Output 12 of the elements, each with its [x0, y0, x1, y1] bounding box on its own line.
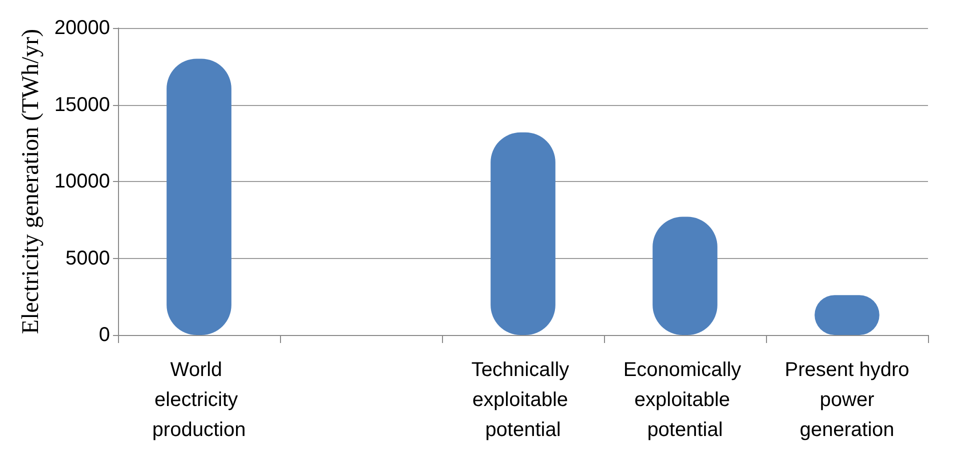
y-tick-label: 5000 [66, 247, 110, 270]
y-tick-label: 10000 [54, 170, 110, 192]
bar [490, 132, 556, 335]
x-tick-label: Economically exploitable potential [623, 359, 747, 441]
y-tick-label: 15000 [54, 94, 110, 116]
y-tick-label: 20000 [54, 17, 110, 39]
y-tick-label: 0 [98, 324, 110, 346]
bar [166, 58, 232, 335]
x-tick-label: Present hydro power generation [784, 359, 910, 441]
y-axis-title: Electricity generation (TWh/yr) [18, 28, 44, 334]
x-tick-label: World electricity production [152, 359, 246, 441]
x-tick-label: Technically exploitable potential [471, 359, 575, 441]
